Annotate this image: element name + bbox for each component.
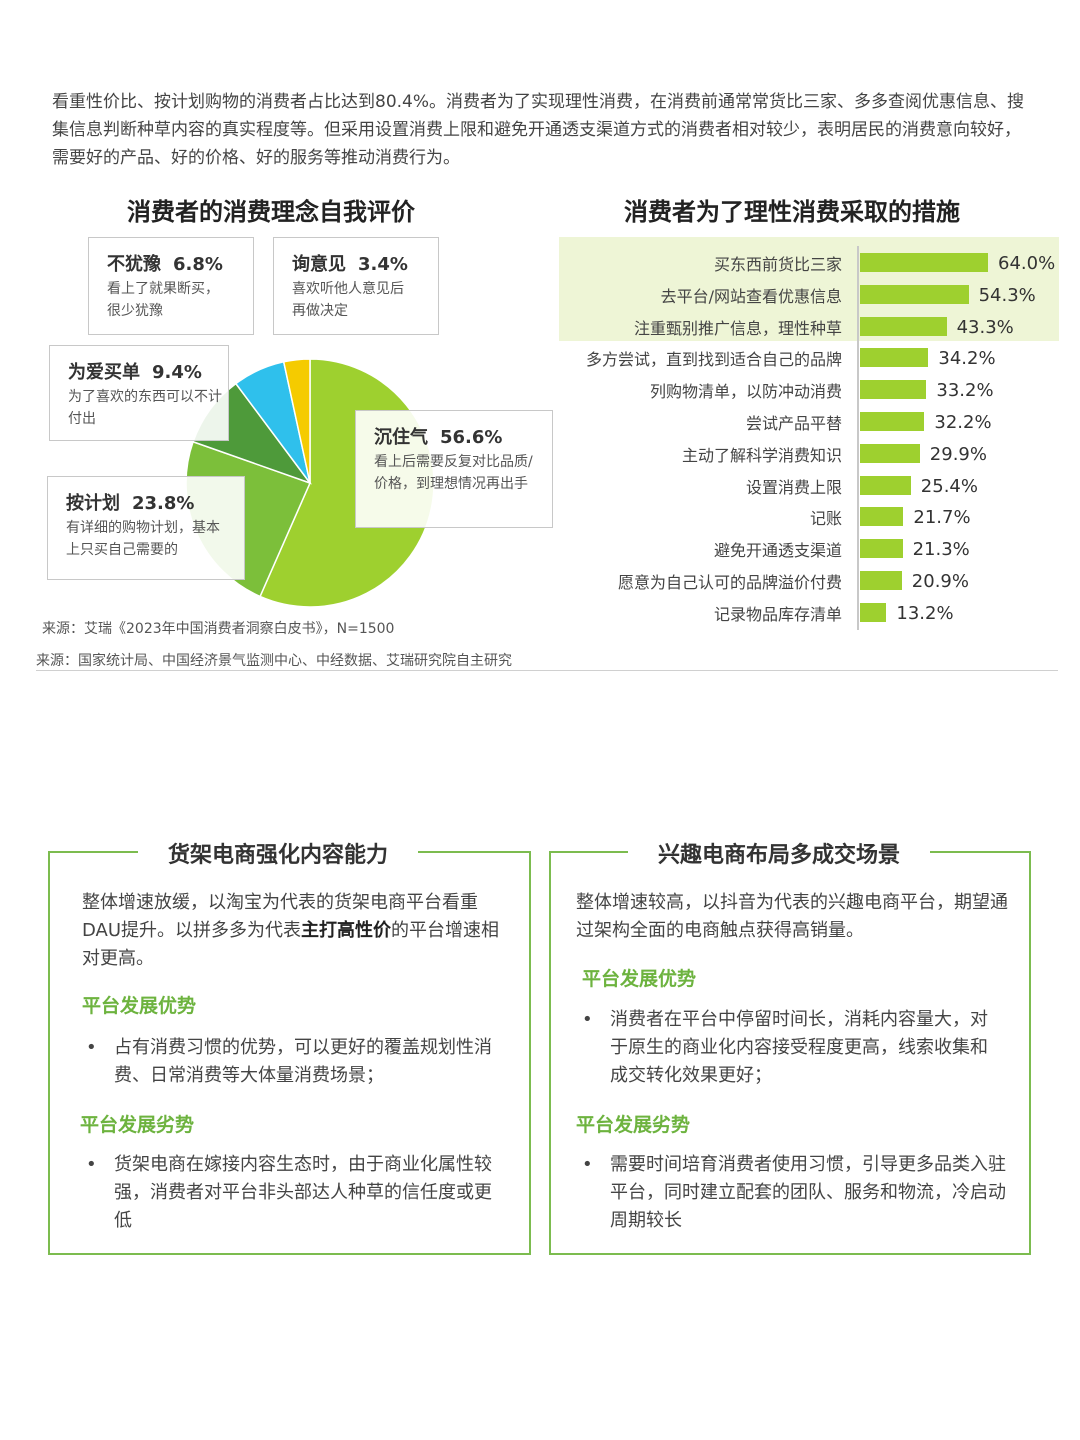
bar-value-label: 13.2% xyxy=(896,602,954,624)
bar-label: 记账 xyxy=(809,509,842,529)
bar xyxy=(860,253,988,272)
bar-value-label: 21.7% xyxy=(913,507,971,529)
bar xyxy=(860,571,902,590)
bar-value-label: 43.3% xyxy=(956,316,1014,338)
bar-value-label: 25.4% xyxy=(920,475,978,497)
bar-label: 买东西前货比三家 xyxy=(713,255,842,274)
bar-value-label: 20.9% xyxy=(911,571,969,592)
bar xyxy=(860,380,927,400)
bar-value-label: 33.2% xyxy=(936,380,994,402)
callout-anjihua-value: 23.8% xyxy=(132,493,195,514)
left-adv-item: • 占有消费习惯的优势，可以更好的覆盖规划性消费、日常消费等大体量消费场景； xyxy=(86,1037,492,1086)
bar-value-label: 34.2% xyxy=(938,348,996,370)
bar-axis-line xyxy=(857,246,859,630)
callout-buyou-value: 6.8% xyxy=(173,254,223,275)
pie-chart-source: 来源：艾瑞《2023年中国消费者洞察白皮书》，N=1500 xyxy=(42,621,395,637)
bar xyxy=(860,507,904,527)
right-box-title: 兴趣电商布局多成交场景 xyxy=(628,837,931,869)
intro-paragraph: 看重性价比、按计划购物的消费者占比达到80.4%。消费者为了实现理性消费，在消费… xyxy=(52,92,1025,168)
right-dis-heading: 平台发展劣势 xyxy=(576,1114,691,1136)
bar-label: 避免开通透支渠道 xyxy=(713,541,842,561)
pie-slice-xunyijian xyxy=(282,358,311,484)
bar-label: 尝试产品平替 xyxy=(745,414,842,433)
bar xyxy=(860,602,887,622)
left-dis-item: • 货架电商在嫁接内容生态时，由于商业化属性较强，消费者对平台非头部达人种草的信任… xyxy=(86,1154,492,1231)
callout-anjihua: 按计划 23.8% 有详细的购物计划，基本上只买自己需要的 xyxy=(47,476,245,580)
bar xyxy=(860,348,929,368)
left-box-intro: 整体增速放缓，以淘宝为代表的货架电商平台看重DAU提升。以拼多多为代表主打高性价… xyxy=(82,892,500,969)
bar xyxy=(860,412,925,431)
bar-value-label: 32.2% xyxy=(934,412,992,433)
bar-chart-title: 消费者为了理性消费采取的措施 xyxy=(624,198,960,226)
bar xyxy=(860,284,969,304)
bar-value-label: 21.3% xyxy=(912,539,970,561)
section-divider xyxy=(36,670,1058,671)
bar-label: 多方尝试，直到找到适合自己的品牌 xyxy=(585,350,842,370)
left-adv-heading: 平台发展优势 xyxy=(82,995,197,1017)
footer-source: 来源：国家统计局、中国经济景气监测中心、中经数据、艾瑞研究院自主研究 xyxy=(36,653,512,669)
left-box-title: 货架电商强化内容能力 xyxy=(138,837,419,869)
right-adv-heading: 平台发展优势 xyxy=(582,968,697,990)
callout-buyou: 不犹豫 6.8% 看上了就果断买，很少犹豫 xyxy=(88,237,254,335)
bar-label: 愿意为自己认可的品牌溢价付费 xyxy=(617,573,842,592)
bar-label: 设置消费上限 xyxy=(745,477,842,497)
callout-weiaimaidan: 为爱买单 9.4% 为了喜欢的东西可以不计付出 xyxy=(49,345,229,441)
bar xyxy=(860,443,920,463)
callout-chenzhuqi-value: 56.6% xyxy=(440,427,503,448)
callout-chenzhuqi: 沉住气 56.6% 看上后需要反复对比品质/价格，到理想情况再出手 xyxy=(355,410,553,528)
left-dis-heading: 平台发展劣势 xyxy=(80,1114,195,1136)
right-dis-item: • 需要时间培育消费者使用习惯，引导更多品类入驻平台，同时建立配套的团队、服务和物… xyxy=(582,1154,1006,1231)
bar-label: 主动了解科学消费知识 xyxy=(681,445,842,465)
bar xyxy=(860,316,947,336)
callout-xunyijian-value: 3.4% xyxy=(358,254,408,275)
bar-value-label: 64.0% xyxy=(998,253,1056,274)
pie-chart-title: 消费者的消费理念自我评价 xyxy=(127,198,415,226)
right-adv-item: • 消费者在平台中停留时间长，消耗内容量大，对于原生的商业化内容接受程度更高，线索… xyxy=(582,1009,988,1086)
bar-value-label: 54.3% xyxy=(978,284,1036,306)
bar xyxy=(860,539,903,559)
callout-xunyijian: 询意见 3.4% 喜欢听他人意见后再做决定 xyxy=(273,237,439,335)
bar xyxy=(860,475,911,495)
bar-label: 注重甄别推广信息，理性种草 xyxy=(633,318,842,338)
bar-label: 记录物品库存清单 xyxy=(713,604,842,624)
right-box-intro: 整体增速较高，以抖音为代表的兴趣电商平台，期望通过架构全面的电商触点获得高销量。 xyxy=(576,892,1008,941)
bar-label: 去平台/网站查看优惠信息 xyxy=(660,286,842,306)
bar-label: 列购物清单，以防冲动消费 xyxy=(649,382,842,402)
bar-value-label: 29.9% xyxy=(929,443,987,465)
callout-weiaimaidan-value: 9.4% xyxy=(152,362,202,383)
